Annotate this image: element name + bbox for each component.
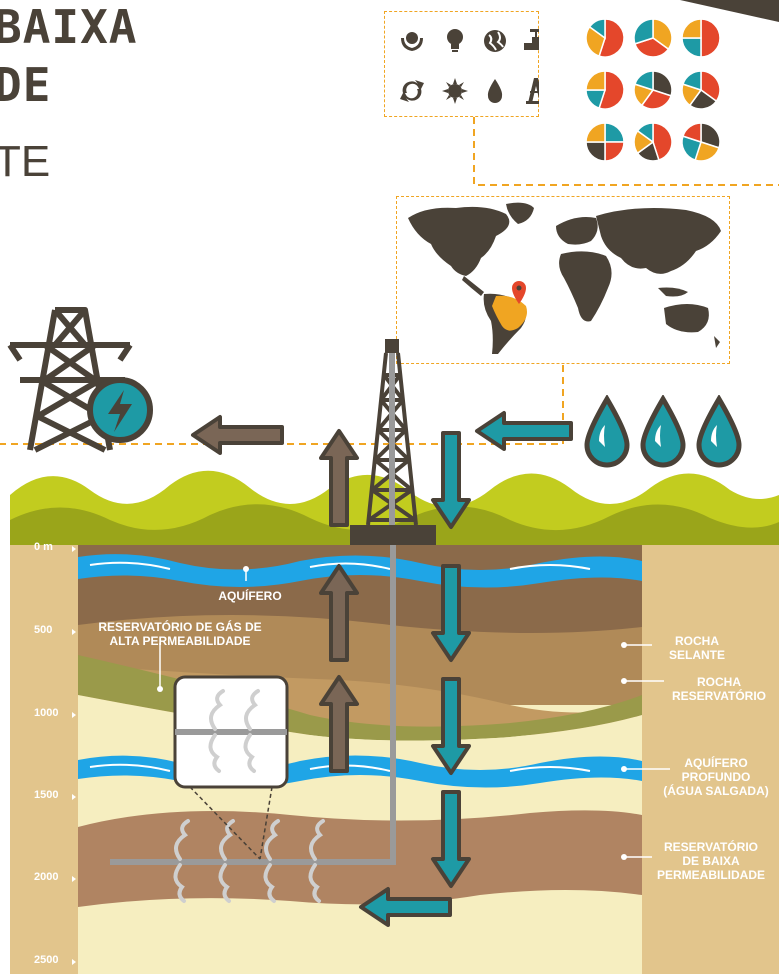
pie-slice xyxy=(652,18,673,51)
label-aquifer: AQUÍFERO xyxy=(218,589,282,603)
pie-slice xyxy=(652,70,673,97)
title-line-3: TE xyxy=(0,137,51,186)
pie-slice xyxy=(681,122,702,144)
pie-slice xyxy=(681,18,702,39)
rig-icon xyxy=(526,78,539,104)
corner-decoration xyxy=(680,0,779,22)
depth-tick-1500: 1500 xyxy=(34,789,59,801)
sun-icon xyxy=(442,78,468,104)
pie-slice xyxy=(585,70,606,91)
arrow-up-brown-2 xyxy=(319,675,359,773)
arrow-left-teal-top xyxy=(475,411,573,451)
depth-tick-2000: 2000 xyxy=(34,871,59,883)
pie-slice xyxy=(700,70,721,103)
hands-globe-icon xyxy=(401,32,423,51)
pie-slice xyxy=(585,25,606,58)
icons-panel xyxy=(384,11,539,117)
arrow-left-teal-bottom xyxy=(359,887,452,927)
depth-tick-2500: 2500 xyxy=(34,954,59,966)
lightbulb-icon xyxy=(447,29,463,52)
label-seal-rock: ROCHA SELANTE xyxy=(668,634,725,662)
pie-slice xyxy=(681,70,702,92)
arrow-up-brown-1 xyxy=(319,564,359,662)
pie-slice xyxy=(700,122,721,149)
valve-icon xyxy=(524,29,539,50)
pie-slice xyxy=(588,18,606,40)
power-tower-icon xyxy=(7,307,153,453)
label-high-permeability: RESERVATÓRIO DE GÁS DE ALTA PERMEABILIDA… xyxy=(98,620,262,648)
arrow-up-brown-surface xyxy=(319,429,359,527)
arrow-left-brown xyxy=(191,415,284,455)
pie-slice xyxy=(633,70,654,92)
arrow-down-teal-2 xyxy=(431,677,471,775)
globe-icon xyxy=(484,30,506,52)
depth-tick-0: 0 m xyxy=(34,541,53,553)
pie-slice xyxy=(633,37,670,58)
pie-slice xyxy=(700,18,721,58)
world-map xyxy=(408,202,721,354)
pie-slice xyxy=(652,122,673,162)
pie-slice xyxy=(585,122,606,143)
pie-slice xyxy=(633,18,654,45)
location-pin-icon xyxy=(512,281,526,304)
underground-section xyxy=(10,545,779,974)
depth-tick-1000: 1000 xyxy=(34,707,59,719)
title-line-1: BAIXA xyxy=(0,0,138,54)
drilling-rig xyxy=(350,339,436,545)
arrow-down-teal-surface xyxy=(431,431,471,529)
pie-slice xyxy=(636,122,654,144)
arrow-down-teal-3 xyxy=(431,790,471,888)
pie-charts xyxy=(585,18,721,162)
depth-tick-500: 500 xyxy=(34,624,53,636)
icons-grid xyxy=(400,29,539,104)
label-reservoir-rock: ROCHA RESERVATÓRIO xyxy=(671,675,766,703)
label-deep-aquifer: AQUÍFERO PROFUNDO (ÁGUA SALGADA) xyxy=(663,756,769,798)
world-map-panel xyxy=(396,196,730,364)
title-line-2: DE xyxy=(0,58,52,112)
pie-slice xyxy=(640,89,673,110)
label-low-permeability: RESERVATÓRIO DE BAIXA PERMEABILIDADE xyxy=(656,840,765,882)
water-drops xyxy=(584,395,742,468)
drop-icon xyxy=(487,79,503,103)
recycle-icon xyxy=(400,80,424,102)
arrow-down-teal-1 xyxy=(431,564,471,662)
